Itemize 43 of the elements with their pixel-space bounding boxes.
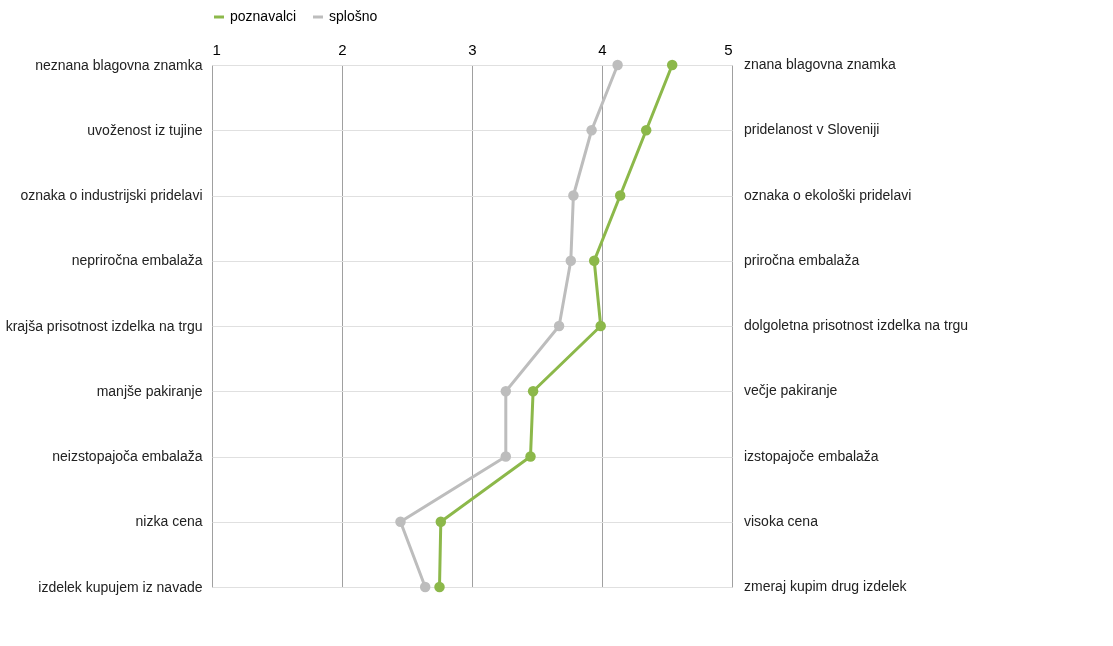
point <box>595 320 606 332</box>
y2-tick-label: visoka cena <box>744 512 819 529</box>
point <box>419 581 431 593</box>
point <box>666 59 678 71</box>
point <box>586 125 597 136</box>
point <box>588 255 600 266</box>
point <box>565 255 577 266</box>
y2-tick-label: priročna embalaža <box>744 251 860 268</box>
point <box>434 581 445 593</box>
x-tick-label: 3 <box>468 40 477 58</box>
y2-tick-label: izstopajoče embalaža <box>744 447 879 464</box>
y2-tick-label: znana blagovna znamka <box>744 56 896 72</box>
point <box>525 451 536 462</box>
point <box>612 59 623 71</box>
point <box>527 386 539 397</box>
y-tick-label: neizstopajoča embalaža <box>52 448 203 464</box>
y-tick-label: nepriročna embalaža <box>71 252 203 269</box>
legend-label: splošno <box>329 8 378 24</box>
point <box>395 516 406 527</box>
y-tick-label: manjše pakiranje <box>96 382 203 399</box>
x-tick-label: 1 <box>212 40 221 58</box>
y2-tick-label: dolgoletna prisotnost izdelka na trgu <box>744 317 969 333</box>
point <box>500 451 512 462</box>
point <box>435 516 447 527</box>
x-tick-label: 4 <box>598 40 607 58</box>
x-tick-label: 5 <box>724 40 733 58</box>
y-tick-label: oznaka o industrijski pridelavi <box>20 187 203 203</box>
point <box>614 190 626 201</box>
x-tick-label: 2 <box>338 40 347 58</box>
y-tick-label: neznana blagovna znamka <box>35 56 203 73</box>
point <box>568 190 579 201</box>
y-tick-label: krajša prisotnost izdelka na trgu <box>5 317 203 334</box>
point <box>553 320 565 332</box>
y2-tick-label: večje pakiranje <box>744 382 838 399</box>
y2-tick-label: oznaka o ekološki pridelavi <box>744 186 912 203</box>
y-tick-label: izdelek kupujem iz navade <box>38 578 203 595</box>
y-tick-label: nizka cena <box>135 513 203 530</box>
legend-label: poznavalci <box>230 8 297 24</box>
y2-tick-label: pridelanost v Sloveniji <box>744 121 880 138</box>
y2-tick-label: zmeraj kupim drug izdelek <box>744 578 908 594</box>
point <box>640 125 652 136</box>
point <box>500 386 512 397</box>
y-tick-label: uvoženost iz tujine <box>87 121 203 138</box>
